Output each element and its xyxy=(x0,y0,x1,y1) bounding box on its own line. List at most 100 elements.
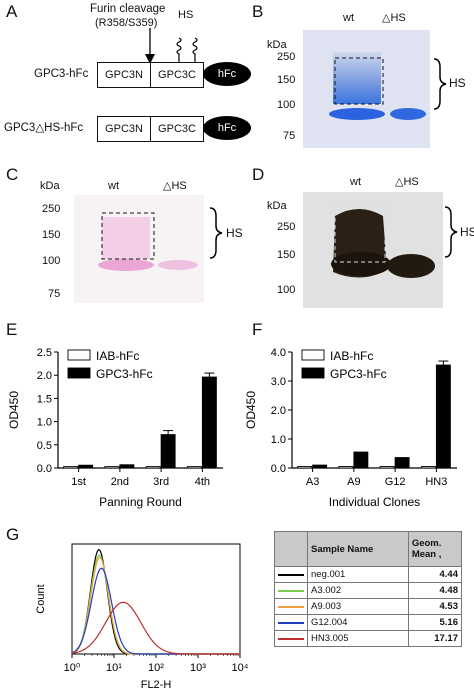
y-axis-label: OD450 xyxy=(7,391,21,429)
legend-swatch xyxy=(67,349,91,361)
marker-75-b: 75 xyxy=(283,130,296,142)
table-cell-mean: 5.16 xyxy=(407,614,463,631)
bar xyxy=(338,466,354,469)
panel-label-a: A xyxy=(6,2,18,21)
geom-mean-table: Sample Name Geom. Mean , neg.001 4.44 A3.… xyxy=(274,531,463,647)
pas-gel-image xyxy=(74,195,204,303)
bar xyxy=(63,466,79,469)
x-tick-label: 2nd xyxy=(111,476,129,488)
table-row: A9.003 4.53 xyxy=(274,598,463,615)
bar xyxy=(297,466,313,469)
legend-line-swatch xyxy=(274,630,308,647)
table-cell-mean: 4.44 xyxy=(407,566,463,583)
table-cell-sample: G12.004 xyxy=(307,614,409,631)
hs-label-d: HS xyxy=(460,225,474,239)
bar xyxy=(435,364,451,469)
panel-g-flow-histogram: 10⁰ 10¹ 10² 10³ 10⁴ FL2-H Count xyxy=(35,543,249,691)
construct-gpc3-hfc-label: GPC3-hFc xyxy=(34,68,89,80)
panel-label-c: C xyxy=(6,165,19,184)
histogram-line-A3.002 xyxy=(71,554,240,655)
panel-label-b: B xyxy=(252,2,264,21)
legend-line-swatch xyxy=(274,582,308,599)
bar xyxy=(379,466,395,469)
lane-dhs-c: △HS xyxy=(163,180,187,192)
furin-cleavage-label: Furin cleavage xyxy=(90,3,166,15)
bar xyxy=(119,464,135,469)
bar xyxy=(312,464,328,469)
marker-250-b: 250 xyxy=(277,51,296,63)
hfc-domain-dhs: hFc xyxy=(203,116,251,140)
hfc-domain: hFc xyxy=(203,62,251,86)
hs-bracket-d xyxy=(444,206,458,258)
legend-swatch xyxy=(301,367,325,379)
y-tick-label: 1.0 xyxy=(37,417,52,429)
legend-label: IAB-hFc xyxy=(96,349,139,363)
legend-label: GPC3-hFc xyxy=(330,367,387,381)
histogram-line-neg.001 xyxy=(71,548,240,655)
western-blot-image xyxy=(303,192,443,308)
panel-e-bar-chart: 0.0 0.5 1.0 1.5 2.0 2.5 OD450 1st 2nd 3rd 4th Panni… xyxy=(7,347,223,509)
x-tick-label: 10² xyxy=(148,662,164,674)
x-axis-label: Individual Clones xyxy=(329,495,420,509)
histogram-line-A9.003 xyxy=(71,556,240,655)
legend-swatch xyxy=(301,349,325,361)
panel-label-g: G xyxy=(6,525,20,544)
marker-100-c: 100 xyxy=(42,255,61,267)
lane-wt-d: wt xyxy=(350,176,361,188)
hs-bracket-c xyxy=(209,207,223,259)
table-row: G12.004 5.16 xyxy=(274,614,463,631)
construct-gpc3-dhs-hfc-label: GPC3△HS-hFc xyxy=(4,122,84,134)
marker-150-b: 150 xyxy=(277,74,296,86)
bar xyxy=(104,466,120,469)
hs-label-c: HS xyxy=(226,226,243,240)
legend-line-swatch xyxy=(274,614,308,631)
y-axis-label: OD450 xyxy=(244,391,258,429)
table-row: neg.001 4.44 xyxy=(274,566,463,583)
x-tick-label: G12 xyxy=(385,476,406,488)
table-cell-mean: 17.17 xyxy=(407,630,463,647)
x-tick-label: HN3 xyxy=(425,476,447,488)
marker-100-d: 100 xyxy=(277,284,296,296)
y-tick-label: 1.0 xyxy=(271,434,286,446)
x-tick-label: A3 xyxy=(306,476,319,488)
x-tick-label: A9 xyxy=(347,476,360,488)
gpc3c-domain: GPC3C xyxy=(150,62,204,88)
cleavage-arrow-and-hs-chains xyxy=(145,28,198,66)
marker-250-c: 250 xyxy=(42,203,61,215)
y-tick-label: 3.0 xyxy=(271,376,286,388)
x-tick-label: 1st xyxy=(71,476,86,488)
bar xyxy=(145,466,161,469)
y-tick-label: 0.0 xyxy=(271,463,286,475)
bar xyxy=(201,376,217,469)
hs-bracket-b xyxy=(433,58,447,110)
histogram-line-G12.004 xyxy=(71,567,240,655)
table-header-blank xyxy=(274,531,308,567)
table-cell-sample: HN3.005 xyxy=(307,630,409,647)
hs-chain-label: HS xyxy=(178,9,194,21)
table-cell-sample: A9.003 xyxy=(307,598,409,615)
x-axis-label: Panning Round xyxy=(99,495,182,509)
legend-label: GPC3-hFc xyxy=(96,367,153,381)
marker-75-c: 75 xyxy=(48,288,61,300)
panel-f-bar-chart: 0.0 1.0 2.0 3.0 4.0 OD450 A3 A9 G12 HN3 Individual… xyxy=(244,347,457,509)
panel-label-f: F xyxy=(252,320,263,339)
x-axis-label: FL2-H xyxy=(141,679,172,691)
bar xyxy=(78,464,94,469)
lane-dhs-b: △HS xyxy=(382,12,406,24)
panel-label-e: E xyxy=(6,320,18,339)
table-row: HN3.005 17.17 xyxy=(274,630,463,647)
x-tick-label: 10³ xyxy=(190,662,206,674)
x-tick-label: 10¹ xyxy=(106,662,122,674)
bar xyxy=(186,466,202,469)
lane-wt-c: wt xyxy=(108,180,119,192)
marker-250-d: 250 xyxy=(277,221,296,233)
x-tick-label: 10⁴ xyxy=(232,662,249,674)
table-cell-mean: 4.53 xyxy=(407,598,463,615)
coomassie-gel-image xyxy=(303,30,430,148)
lane-dhs-d: △HS xyxy=(395,176,419,188)
bar xyxy=(353,451,369,469)
y-tick-label: 2.0 xyxy=(37,370,52,382)
hs-label-b: HS xyxy=(449,76,466,90)
y-tick-label: 2.5 xyxy=(37,347,52,359)
table-cell-sample: neg.001 xyxy=(307,566,409,583)
